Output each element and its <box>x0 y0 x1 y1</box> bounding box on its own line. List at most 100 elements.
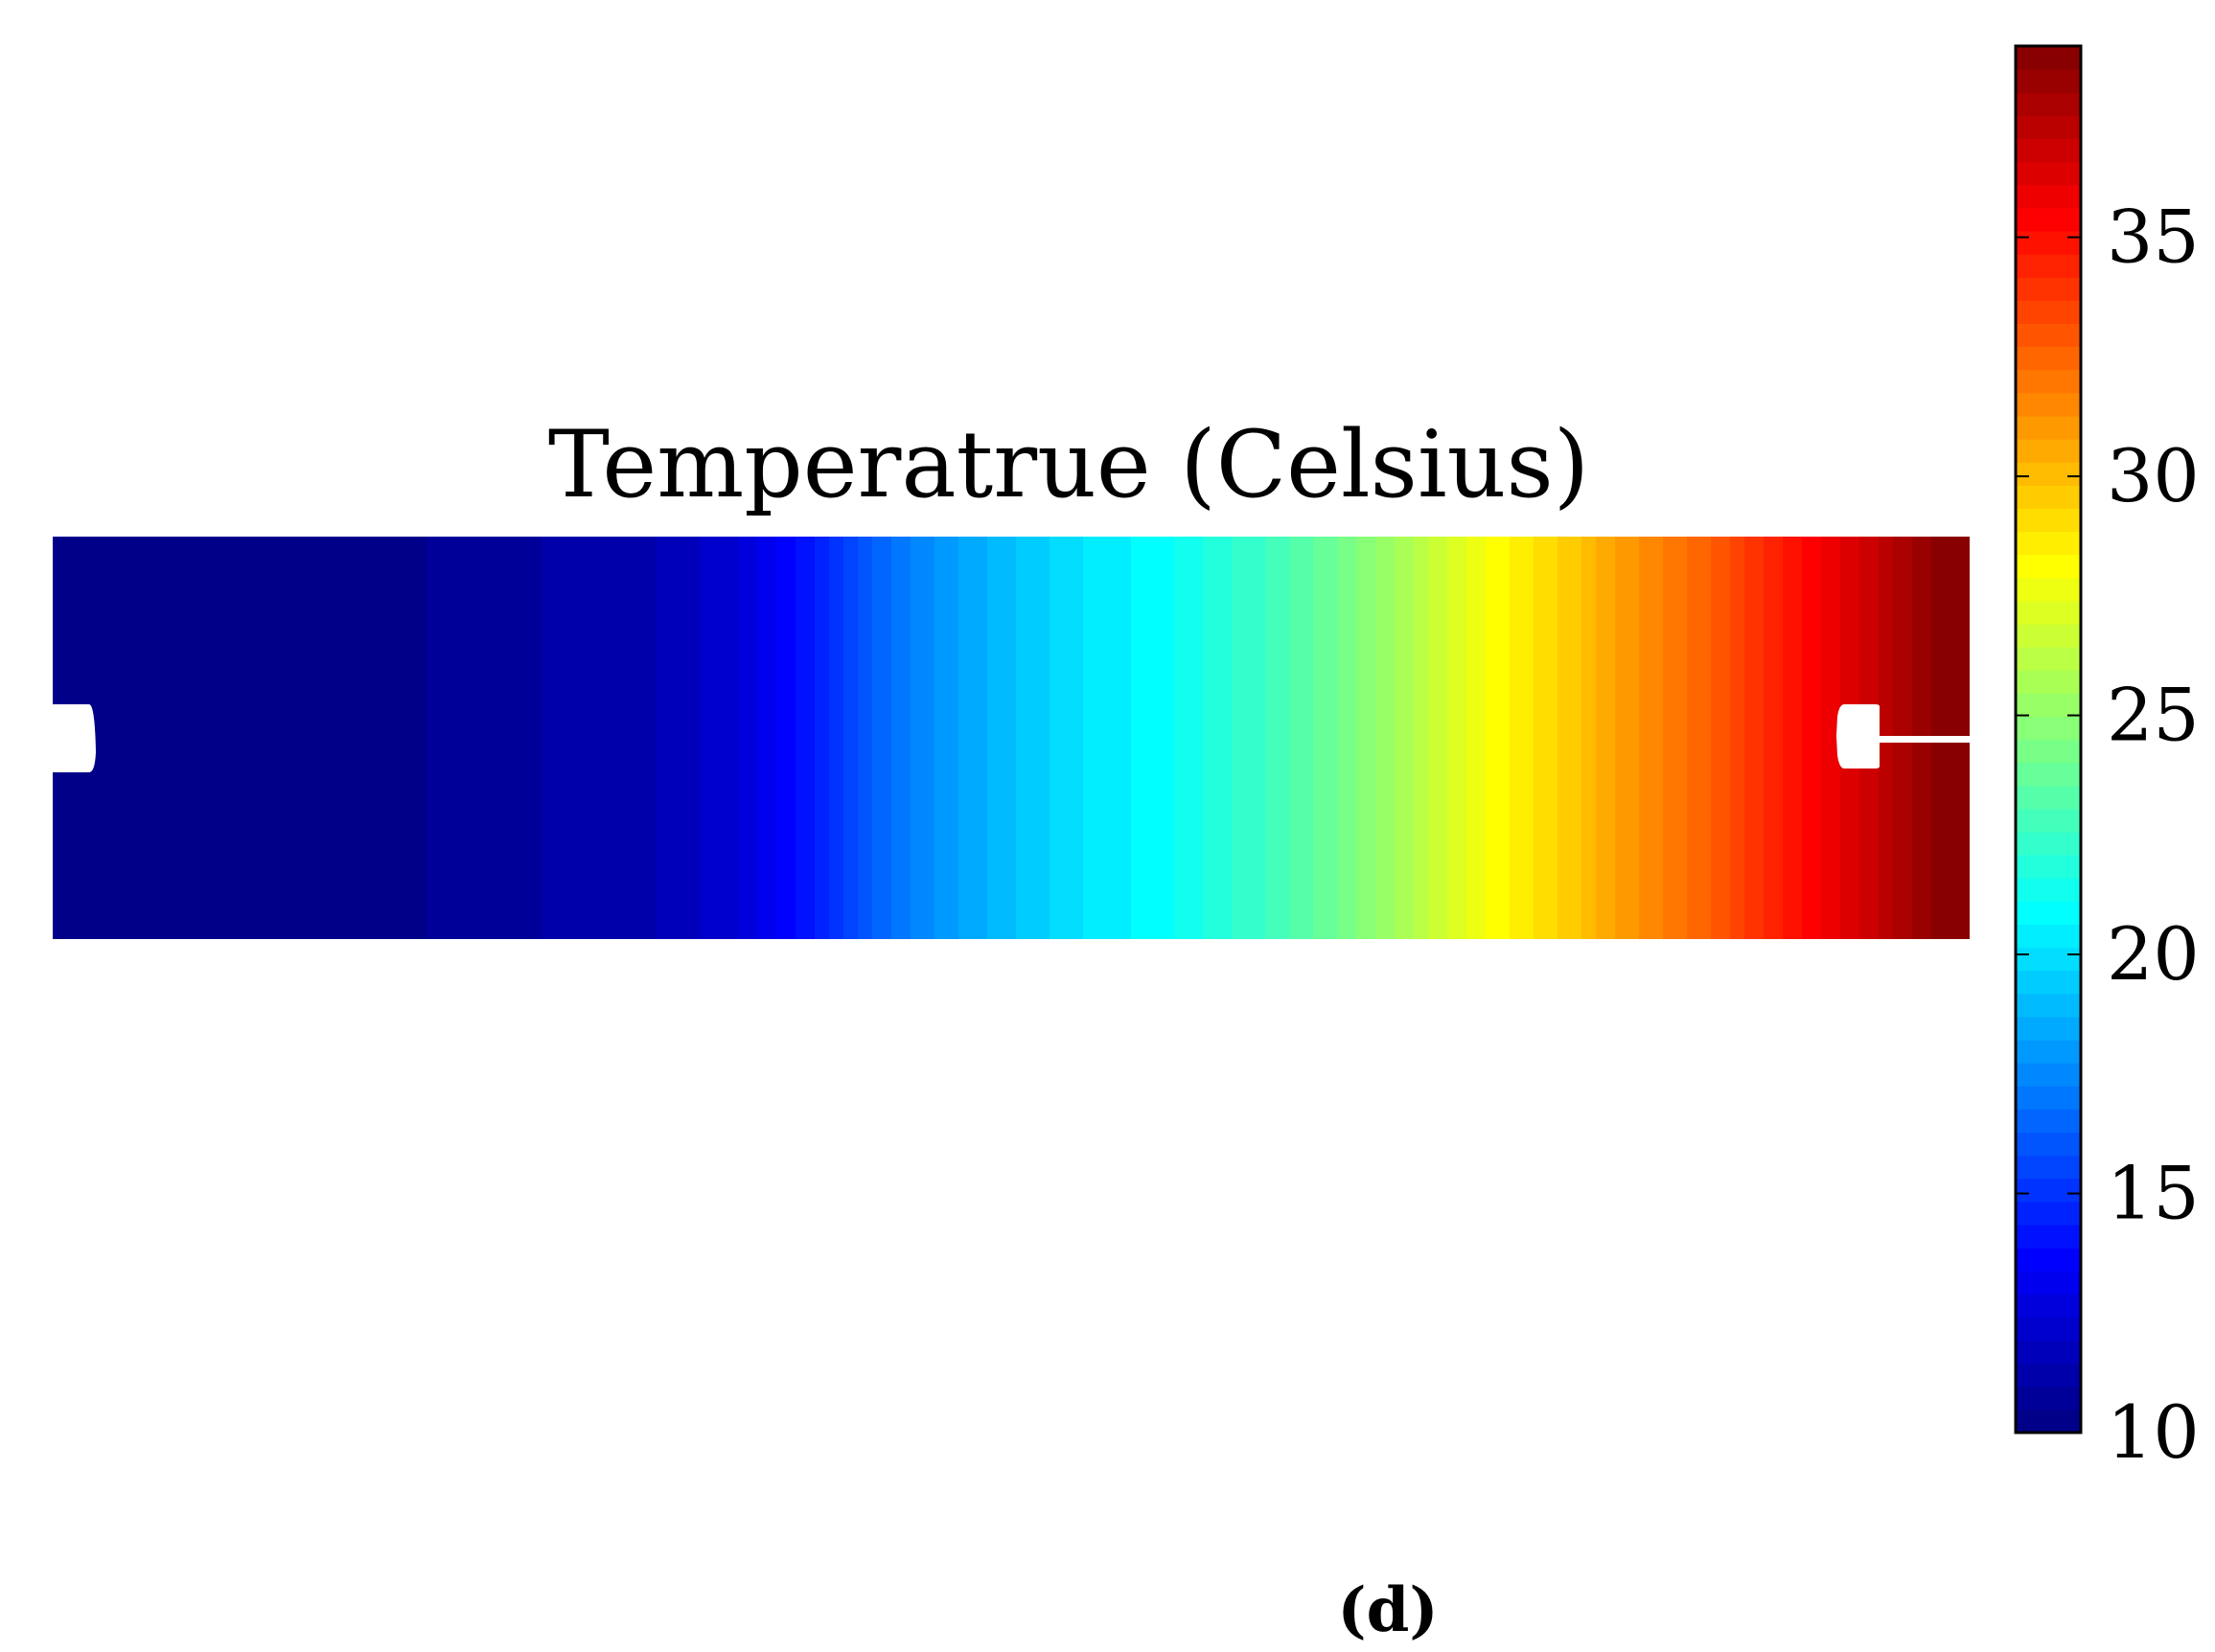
temperature-band <box>925 537 931 939</box>
temperature-band <box>1466 537 1472 939</box>
temperature-band <box>1960 537 1966 939</box>
temperature-band <box>954 537 959 939</box>
temperature-band <box>235 537 241 939</box>
temperature-band <box>240 537 245 939</box>
temperature-band <box>719 537 725 939</box>
temperature-band <box>460 537 466 939</box>
temperature-band <box>613 537 619 939</box>
temperature-band <box>1486 537 1491 939</box>
temperature-band <box>1668 537 1673 939</box>
temperature-band <box>201 537 207 939</box>
temperature-band <box>86 537 92 939</box>
temperature-band <box>987 537 993 939</box>
temperature-band <box>1610 537 1616 939</box>
temperature-band <box>1740 537 1745 939</box>
temperature-band <box>1922 537 1927 939</box>
temperature-band <box>1457 537 1463 939</box>
colorbar-level <box>2016 92 2081 116</box>
temperature-band <box>1073 537 1079 939</box>
temperature-band <box>1304 537 1309 939</box>
temperature-band <box>992 537 998 939</box>
temperature-band <box>1078 537 1084 939</box>
temperature-band <box>681 537 686 939</box>
temperature-band <box>120 537 126 939</box>
temperature-band <box>369 537 375 939</box>
temperature-band <box>1002 537 1007 939</box>
temperature-band <box>633 537 638 939</box>
colorbar-level <box>2016 392 2081 417</box>
temperature-band <box>618 537 624 939</box>
temperature-band <box>1706 537 1712 939</box>
temperature-band <box>407 537 413 939</box>
colorbar-level <box>2016 647 2081 671</box>
temperature-band <box>1323 537 1328 939</box>
temperature-band <box>1581 537 1587 939</box>
temperature-band <box>168 537 173 939</box>
colorbar-level <box>2016 1248 2081 1272</box>
temperature-band <box>455 537 461 939</box>
temperature-band <box>594 537 600 939</box>
temperature-band <box>1270 537 1276 939</box>
temperature-band <box>1040 537 1046 939</box>
temperature-band <box>1308 537 1314 939</box>
temperature-band <box>278 537 284 939</box>
temperature-band <box>1212 537 1218 939</box>
temperature-band <box>1601 537 1606 939</box>
temperature-band <box>1955 537 1961 939</box>
temperature-band <box>776 537 782 939</box>
temperature-band <box>1155 537 1161 939</box>
temperature-band <box>1749 537 1755 939</box>
temperature-band <box>1548 537 1554 939</box>
temperature-band <box>1644 537 1650 939</box>
temperature-band <box>355 537 360 939</box>
temperature-band <box>1773 537 1779 939</box>
temperature-band <box>1888 537 1894 939</box>
temperature-band <box>1510 537 1515 939</box>
temperature-band <box>800 537 806 939</box>
temperature-band <box>915 537 921 939</box>
temperature-band <box>254 537 260 939</box>
temperature-band <box>129 537 135 939</box>
temperature-band <box>431 537 437 939</box>
temperature-band <box>101 537 106 939</box>
temperature-band <box>738 537 744 939</box>
temperature-band <box>340 537 346 939</box>
temperature-band <box>1946 537 1951 939</box>
temperature-band <box>978 537 983 939</box>
temperature-band <box>1241 537 1247 939</box>
temperature-band <box>465 537 471 939</box>
colorbar-level <box>2016 1155 2081 1180</box>
temperature-band <box>1409 537 1415 939</box>
temperature-band <box>1912 537 1918 939</box>
temperature-band <box>412 537 418 939</box>
temperature-band <box>1768 537 1774 939</box>
colorbar-level <box>2016 138 2081 163</box>
temperature-band <box>1021 537 1027 939</box>
temperature-band <box>1519 537 1525 939</box>
temperature-band <box>1941 537 1947 939</box>
temperature-band <box>1965 537 1970 939</box>
temperature-band <box>292 537 298 939</box>
temperature-band <box>1615 537 1621 939</box>
temperature-band <box>839 537 844 939</box>
temperature-band <box>1356 537 1362 939</box>
colorbar-level <box>2016 184 2081 209</box>
temperature-band <box>1720 537 1726 939</box>
temperature-band <box>177 537 183 939</box>
temperature-band <box>1840 537 1846 939</box>
temperature-band <box>527 537 533 939</box>
temperature-band <box>628 537 634 939</box>
temperature-band <box>77 537 82 939</box>
temperature-band <box>906 537 911 939</box>
temperature-band <box>1126 537 1132 939</box>
temperature-band <box>882 537 888 939</box>
temperature-band <box>1145 537 1151 939</box>
temperature-band <box>752 537 758 939</box>
temperature-band <box>335 537 341 939</box>
temperature-band <box>1696 537 1702 939</box>
temperature-band <box>872 537 878 939</box>
colorbar-level <box>2016 1363 2081 1388</box>
temperature-band <box>1754 537 1760 939</box>
temperature-band <box>1577 537 1582 939</box>
temperature-band <box>53 537 58 939</box>
